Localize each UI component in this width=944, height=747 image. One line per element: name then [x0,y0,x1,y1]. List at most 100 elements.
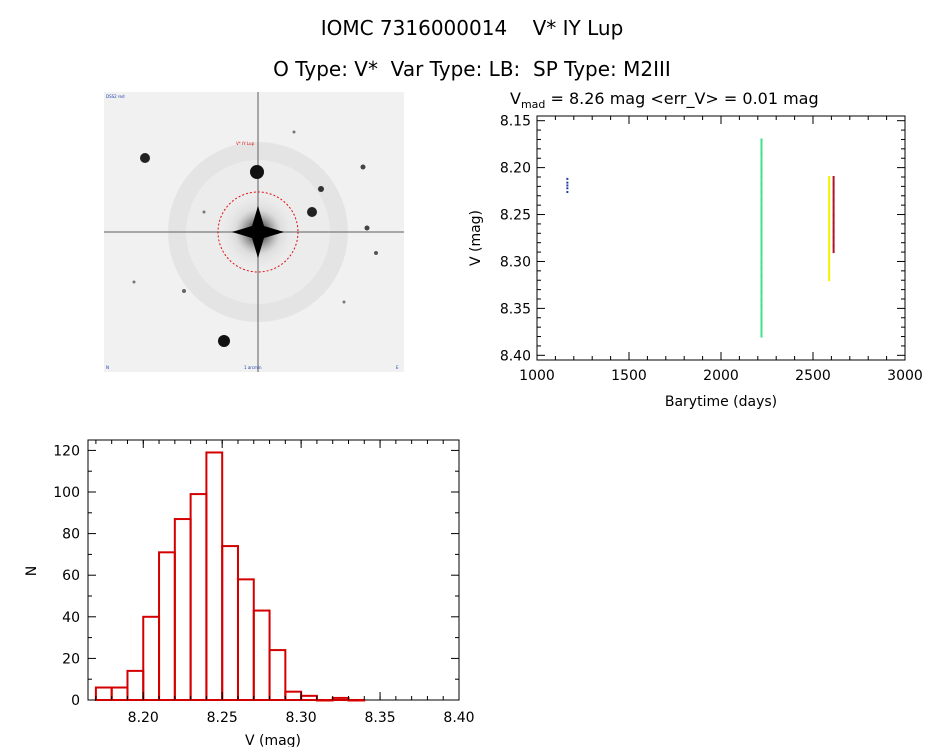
data-point [760,307,763,310]
data-point [828,245,831,248]
data-point [828,234,831,237]
y-tick-label: 0 [71,693,80,709]
data-point [828,213,831,216]
data-point [760,174,763,177]
data-point [760,286,763,289]
data-point [760,232,763,235]
data-point [760,277,763,280]
data-point [828,177,831,180]
data-point [760,326,763,329]
data-point [760,219,763,222]
data-point [760,162,763,165]
data-point [828,185,831,188]
data-point [566,181,569,184]
data-point [760,179,763,182]
data-point [760,288,763,291]
data-point [760,209,763,212]
lightcurve-y-axis: 8.15 8.20 8.25 8.30 8.35 8.40 [500,114,905,364]
x-tick-label: 8.25 [207,710,238,726]
histogram-ylabel: N [24,566,40,576]
data-point [760,153,763,156]
data-point [760,298,763,300]
data-point [760,269,763,272]
data-point [828,209,831,212]
y-tick-label: 8.35 [500,301,531,317]
data-point [760,196,763,199]
data-point [832,179,835,182]
data-point [828,271,831,274]
data-point [760,211,763,214]
data-point [832,209,835,212]
lightcurve-ylabel: V (mag) [468,210,484,266]
data-point [828,207,831,210]
data-point [828,200,831,203]
data-point [760,157,763,160]
data-point [832,211,835,214]
data-point [760,168,763,171]
data-point [760,230,763,233]
data-point [760,299,763,302]
data-point [760,217,763,220]
data-point [828,275,831,278]
data-point [760,282,763,285]
data-point [760,324,763,327]
data-point [832,192,835,195]
data-point [760,206,763,209]
data-point [828,189,831,192]
x-tick-label: 3000 [887,368,923,384]
data-point [828,221,831,224]
data-point [832,219,835,222]
data-point [760,239,763,242]
data-point [832,224,835,227]
data-point [760,194,763,197]
data-point [832,181,835,184]
data-point [760,303,763,306]
histogram-bar [142,615,161,701]
data-point [760,172,763,175]
data-point [760,284,763,287]
data-point [832,194,835,197]
data-point [828,206,831,209]
data-point [832,234,835,237]
histogram-bar [221,545,239,701]
data-point [760,189,763,192]
data-point [760,185,763,188]
data-point [760,335,763,338]
data-point [832,232,835,235]
data-point [828,192,831,195]
data-point [760,243,763,246]
data-point [760,329,763,332]
histogram-bar [268,649,287,701]
data-point [828,198,831,201]
data-point [828,249,831,252]
data-point [760,181,763,184]
histogram-bar [173,518,192,702]
data-point [760,204,763,207]
data-point [828,266,831,269]
y-tick-label: 60 [62,568,80,584]
field-star [202,210,206,214]
y-tick-label: 20 [62,651,80,667]
data-point [828,267,831,270]
data-point [828,256,831,259]
data-point [828,262,831,265]
data-point [832,198,835,201]
data-point [832,247,835,250]
data-point [832,245,835,248]
field-star [132,280,136,284]
data-point [832,196,835,199]
data-point [760,305,763,308]
data-point [828,202,831,205]
field-star [374,251,378,255]
data-point [832,226,835,229]
y-tick-label: 8.30 [500,254,531,270]
data-point [760,215,763,218]
data-point [828,260,831,263]
data-point [828,194,831,197]
data-point [760,138,763,141]
data-point [828,237,831,240]
data-point [760,254,763,257]
data-point [760,294,763,297]
x-tick-label: 8.35 [364,710,395,726]
data-point [832,204,835,207]
